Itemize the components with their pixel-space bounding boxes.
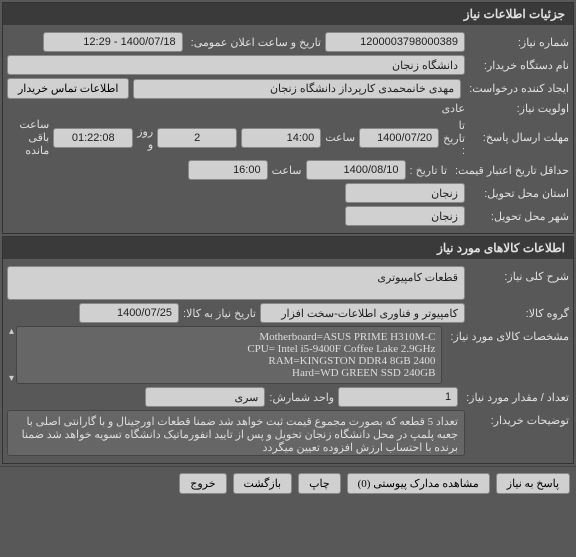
buyer-notes-label: توضیحات خریدار:	[469, 410, 569, 427]
delivery-city-label: شهر محل تحویل:	[469, 210, 569, 223]
qty-field: 1	[338, 387, 458, 407]
goods-info-panel: اطلاعات کالاهای مورد نیاز شرح کلی نیاز: …	[2, 236, 574, 464]
need-number-label: شماره نیاز:	[469, 36, 569, 49]
back-button[interactable]: بازگشت	[233, 473, 293, 494]
min-validity-label: حداقل تاریخ اعتبار قیمت:	[451, 164, 569, 177]
need-number-field: 1200003798000389	[325, 32, 465, 52]
validity-date-field: 1400/08/10	[306, 160, 406, 180]
time-label-1: ساعت	[325, 131, 355, 144]
announce-label: تاریخ و ساعت اعلان عمومی:	[187, 36, 321, 49]
button-bar: پاسخ به نیاز مشاهده مدارک پیوستی (0) چاپ…	[0, 466, 576, 500]
delivery-city-field: زنجان	[345, 206, 465, 226]
priority-label: اولویت نیاز:	[469, 102, 569, 115]
specs-label: مشخصات کالای مورد نیاز:	[446, 326, 569, 343]
need-details-panel: جزئیات اطلاعات نیاز شماره نیاز: 12000037…	[2, 2, 574, 234]
deadline-label: مهلت ارسال پاسخ:	[469, 131, 569, 144]
unit-label: واحد شمارش:	[269, 391, 334, 404]
print-button[interactable]: چاپ	[298, 473, 341, 494]
priority-value: عادی	[442, 102, 465, 115]
buyer-contact-button[interactable]: اطلاعات تماس خریدار	[7, 78, 129, 99]
need-date-field: 1400/07/25	[79, 303, 179, 323]
remaining-time-field: 01:22:08	[53, 128, 133, 148]
attachments-button[interactable]: مشاهده مدارک پیوستی (0)	[347, 473, 490, 494]
delivery-province-field: زنجان	[345, 183, 465, 203]
general-desc-label: شرح کلی نیاز:	[469, 266, 569, 283]
specs-scroll-down-icon[interactable]: ▾	[7, 375, 16, 382]
until-date-label: تا تاریخ :	[443, 119, 465, 157]
requester-field: مهدی خانمحمدی کارپرداز دانشگاه زنجان	[133, 79, 461, 99]
need-date-label: تاریخ نیاز به کالا:	[183, 307, 256, 320]
time-label-2: ساعت	[272, 164, 302, 177]
specs-scroll-up-icon[interactable]: ▴	[7, 328, 16, 335]
announce-field: 1400/07/18 - 12:29	[43, 32, 183, 52]
specs-field	[16, 326, 442, 384]
remaining-label: ساعت باقی مانده	[7, 118, 49, 157]
reply-button[interactable]: پاسخ به نیاز	[496, 473, 570, 494]
general-desc-field	[7, 266, 465, 300]
delivery-province-label: استان محل تحویل:	[469, 187, 569, 200]
buyer-org-field: دانشگاه زنجان	[7, 55, 465, 75]
group-label: گروه کالا:	[469, 307, 569, 320]
days-label: روز و	[137, 125, 153, 151]
unit-field: سری	[145, 387, 265, 407]
deadline-time-field: 14:00	[241, 128, 321, 148]
until-date-label-2: تا تاریخ :	[410, 164, 447, 177]
need-details-header: جزئیات اطلاعات نیاز	[3, 3, 573, 25]
requester-label: ایجاد کننده درخواست:	[465, 82, 569, 95]
qty-label: تعداد / مقدار مورد نیاز:	[462, 391, 569, 404]
buyer-org-label: نام دستگاه خریدار:	[469, 59, 569, 72]
group-field: کامپیوتر و فناوری اطلاعات-سخت افزار	[260, 303, 465, 323]
exit-button[interactable]: خروج	[179, 473, 226, 494]
days-field: 2	[157, 128, 237, 148]
goods-info-header: اطلاعات کالاهای مورد نیاز	[3, 237, 573, 259]
validity-time-field: 16:00	[188, 160, 268, 180]
buyer-notes-field	[7, 410, 465, 456]
deadline-date-field: 1400/07/20	[359, 128, 439, 148]
